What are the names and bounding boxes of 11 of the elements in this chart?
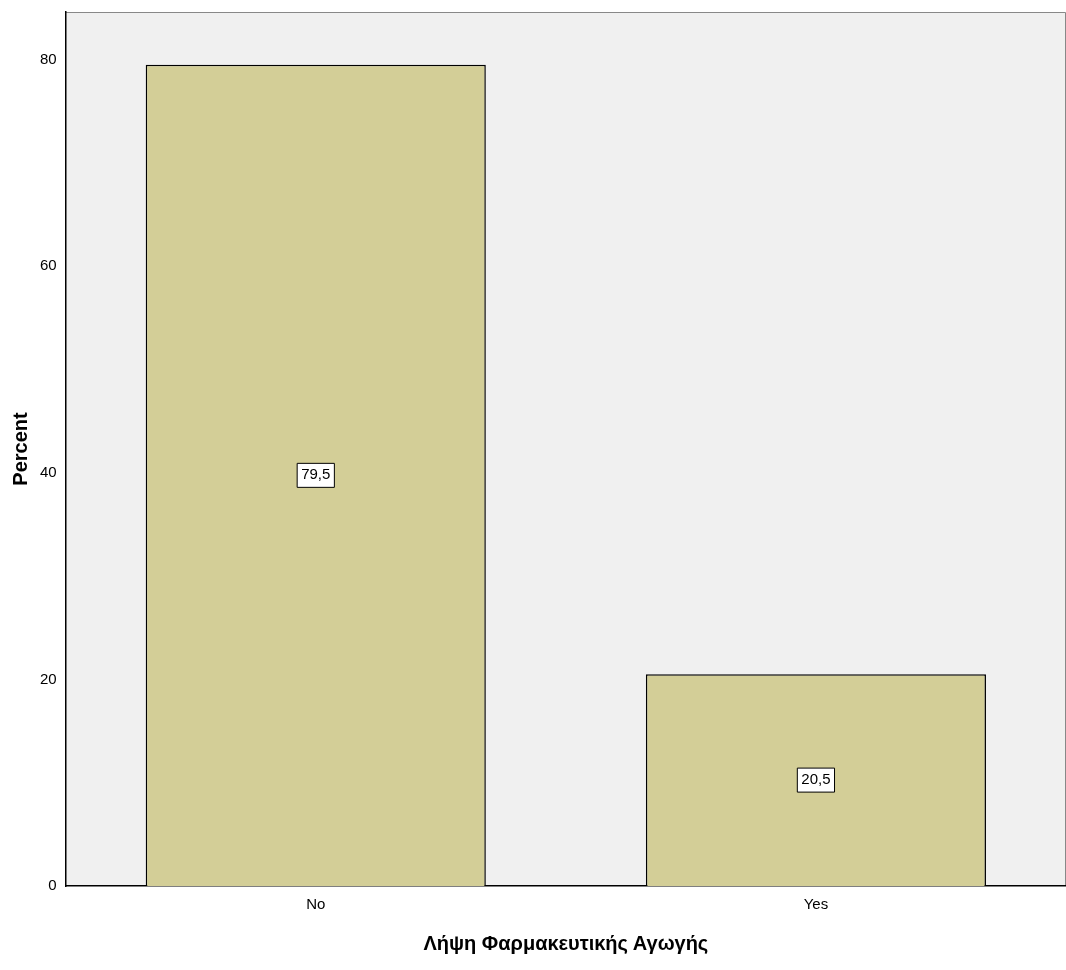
x-tick-label: No — [306, 895, 326, 913]
data-label: 79,5 — [301, 465, 331, 483]
y-tick-label: 60 — [40, 256, 57, 274]
x-axis-title: Λήψη Φαρμακευτικής Αγωγής — [423, 931, 709, 954]
y-tick-label: 20 — [40, 669, 57, 687]
y-tick-label: 80 — [40, 49, 57, 67]
data-label: 20,5 — [801, 770, 831, 788]
x-tick-label: Yes — [803, 895, 829, 913]
y-axis-title: Percent — [8, 411, 31, 486]
y-tick-label: 0 — [48, 876, 57, 894]
y-tick-label: 40 — [40, 462, 57, 480]
